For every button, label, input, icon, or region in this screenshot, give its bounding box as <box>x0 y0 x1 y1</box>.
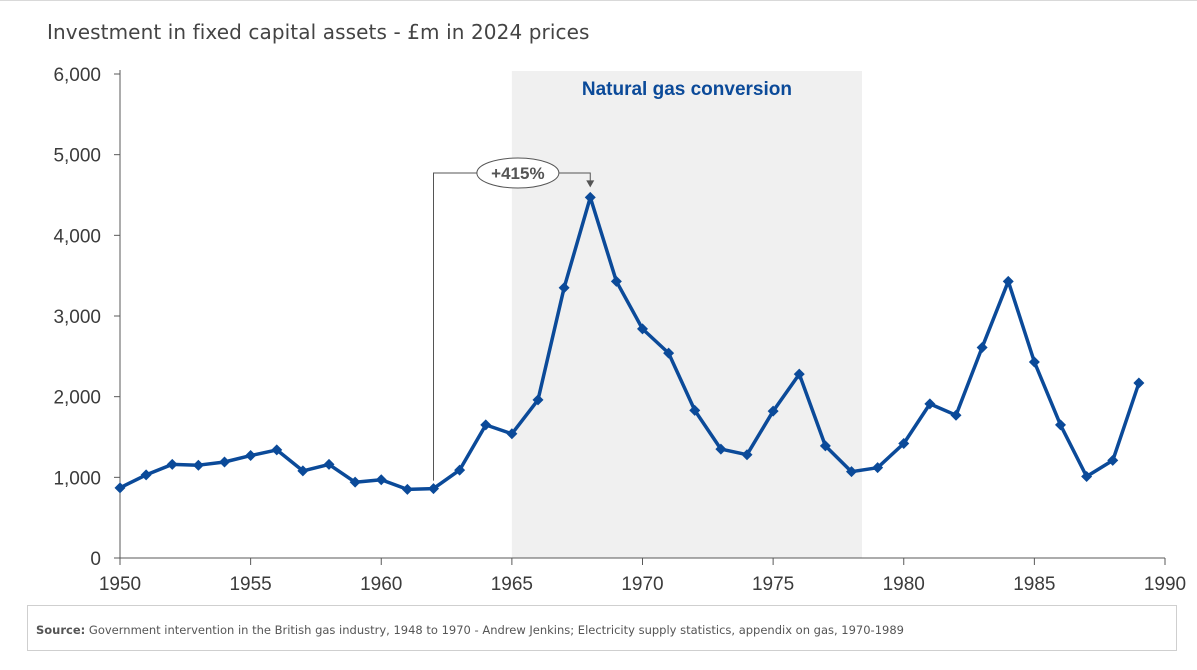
source-label: Source: <box>36 623 86 637</box>
data-point <box>532 394 544 406</box>
y-tick-label: 0 <box>90 549 101 570</box>
x-tick-label: 1980 <box>883 574 925 595</box>
data-point <box>506 428 518 440</box>
data-point <box>715 443 727 455</box>
annotation-label: +415% <box>491 164 544 183</box>
data-point <box>166 458 178 470</box>
source-text: Government intervention in the British g… <box>85 623 904 637</box>
data-point <box>375 474 387 486</box>
line-chart: Natural gas conversion 0 1,000 2,000 3,000 4,… <box>53 65 1186 595</box>
x-tick-label: 1965 <box>491 574 533 595</box>
data-point <box>924 398 936 410</box>
data-point <box>401 483 413 495</box>
y-tick-label: 4,000 <box>53 226 101 247</box>
data-point <box>454 464 466 476</box>
data-point <box>140 469 152 481</box>
x-tick-label: 1960 <box>360 574 402 595</box>
data-point <box>663 347 675 359</box>
data-point <box>898 437 910 449</box>
data-point <box>1055 419 1066 431</box>
data-point <box>271 444 283 456</box>
y-tick-label: 2,000 <box>53 388 101 409</box>
data-point <box>480 419 492 431</box>
data-point <box>219 456 230 468</box>
chart-title: Investment in fixed capital assets - £m … <box>47 20 590 44</box>
data-point <box>741 449 753 461</box>
data-point <box>192 459 204 471</box>
x-tick-label: 1950 <box>99 574 141 595</box>
data-point <box>819 440 831 452</box>
annotation-arrowhead <box>586 180 595 188</box>
data-point <box>976 341 988 353</box>
data-point <box>872 462 884 474</box>
data-point <box>637 323 648 335</box>
y-tick-label: 5,000 <box>53 146 101 167</box>
data-point <box>610 275 622 287</box>
data-point <box>349 476 361 488</box>
data-point <box>558 282 570 294</box>
shaded-region <box>511 71 862 558</box>
data-point <box>1081 471 1093 483</box>
series-line <box>119 195 1141 492</box>
x-tick-label: 1990 <box>1144 574 1186 595</box>
x-tick-label: 1970 <box>621 574 663 595</box>
top-divider <box>0 0 1197 1</box>
data-point <box>1002 275 1014 287</box>
data-point <box>793 368 805 380</box>
y-tick-label: 6,000 <box>53 65 101 86</box>
x-tick-label: 1975 <box>752 574 794 595</box>
shaded-region-label: Natural gas conversion <box>582 79 792 100</box>
y-tick-label: 3,000 <box>53 307 101 328</box>
data-point <box>689 404 701 416</box>
data-point <box>1133 377 1145 389</box>
data-point <box>114 482 126 494</box>
annotation-bubble <box>476 157 560 189</box>
source-box: Source: Government intervention in the B… <box>27 605 1177 651</box>
data-point <box>428 483 439 495</box>
x-tick-label: 1985 <box>1013 574 1055 595</box>
data-point <box>245 450 257 462</box>
data-point <box>1028 356 1040 368</box>
data-point <box>584 191 596 203</box>
source-line: Source: Government intervention in the B… <box>36 623 904 637</box>
data-point <box>297 465 309 477</box>
data-point <box>323 458 335 470</box>
data-point <box>767 405 779 417</box>
data-point <box>950 409 962 421</box>
data-point <box>846 466 857 478</box>
y-tick-label: 1,000 <box>53 468 101 489</box>
x-tick-label: 1955 <box>229 574 271 595</box>
data-point <box>1107 454 1119 466</box>
